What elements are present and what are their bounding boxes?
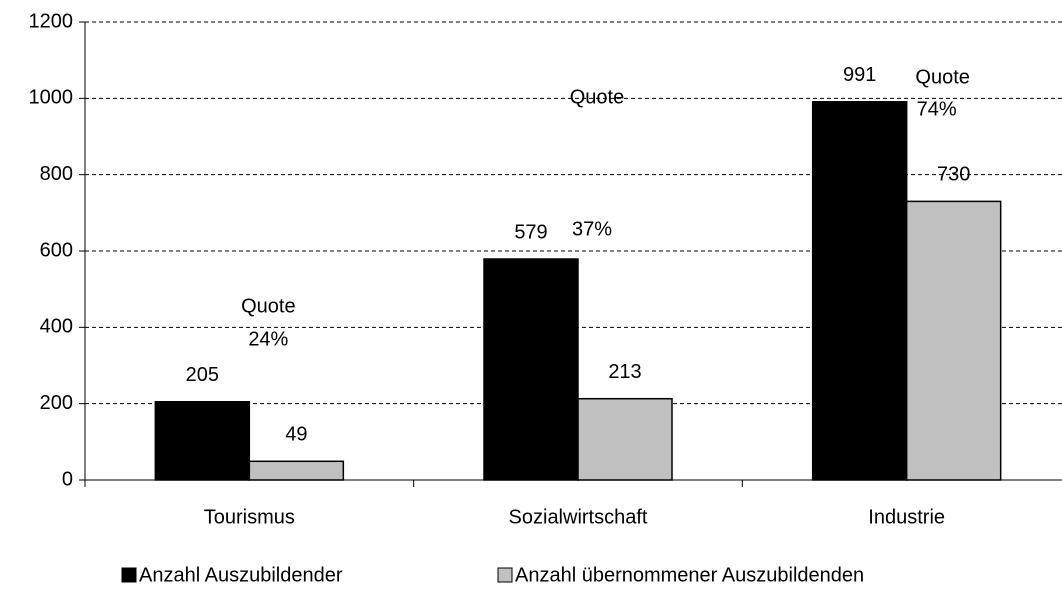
annotation: 74% (917, 98, 957, 120)
y-tick-label: 200 (40, 392, 73, 414)
legend-swatch (121, 567, 137, 583)
annotation: Quote (241, 295, 295, 317)
annotation: Quote (570, 86, 624, 108)
y-tick-label: 1200 (29, 10, 74, 32)
value-label: 579 (514, 221, 547, 243)
value-label: 730 (937, 164, 970, 186)
value-label: 991 (843, 64, 876, 86)
value-label: 205 (186, 364, 219, 386)
x-tick-label: Industrie (868, 506, 945, 528)
y-tick-label: 0 (62, 468, 73, 490)
x-tick-label: Tourismus (204, 506, 295, 528)
value-label: 213 (608, 361, 641, 383)
legend-label: Anzahl Auszubildender (139, 564, 343, 586)
bar (905, 200, 1002, 481)
bar (811, 101, 908, 481)
bar (248, 460, 345, 481)
legend-swatch (497, 567, 513, 583)
y-tick-label: 800 (40, 163, 73, 185)
y-tick-label: 600 (40, 239, 73, 261)
value-label: 49 (285, 424, 307, 446)
bar (154, 401, 251, 481)
annotation: 24% (248, 328, 288, 350)
y-tick-label: 400 (40, 316, 73, 338)
bar (483, 258, 579, 481)
bar (577, 397, 673, 481)
annotation: Quote (915, 66, 969, 88)
y-tick-label: 1000 (29, 87, 74, 109)
legend-label: Anzahl übernommener Auszubildenden (515, 564, 864, 586)
x-tick-label: Sozialwirtschaft (509, 506, 648, 528)
annotation: 37% (572, 218, 612, 240)
